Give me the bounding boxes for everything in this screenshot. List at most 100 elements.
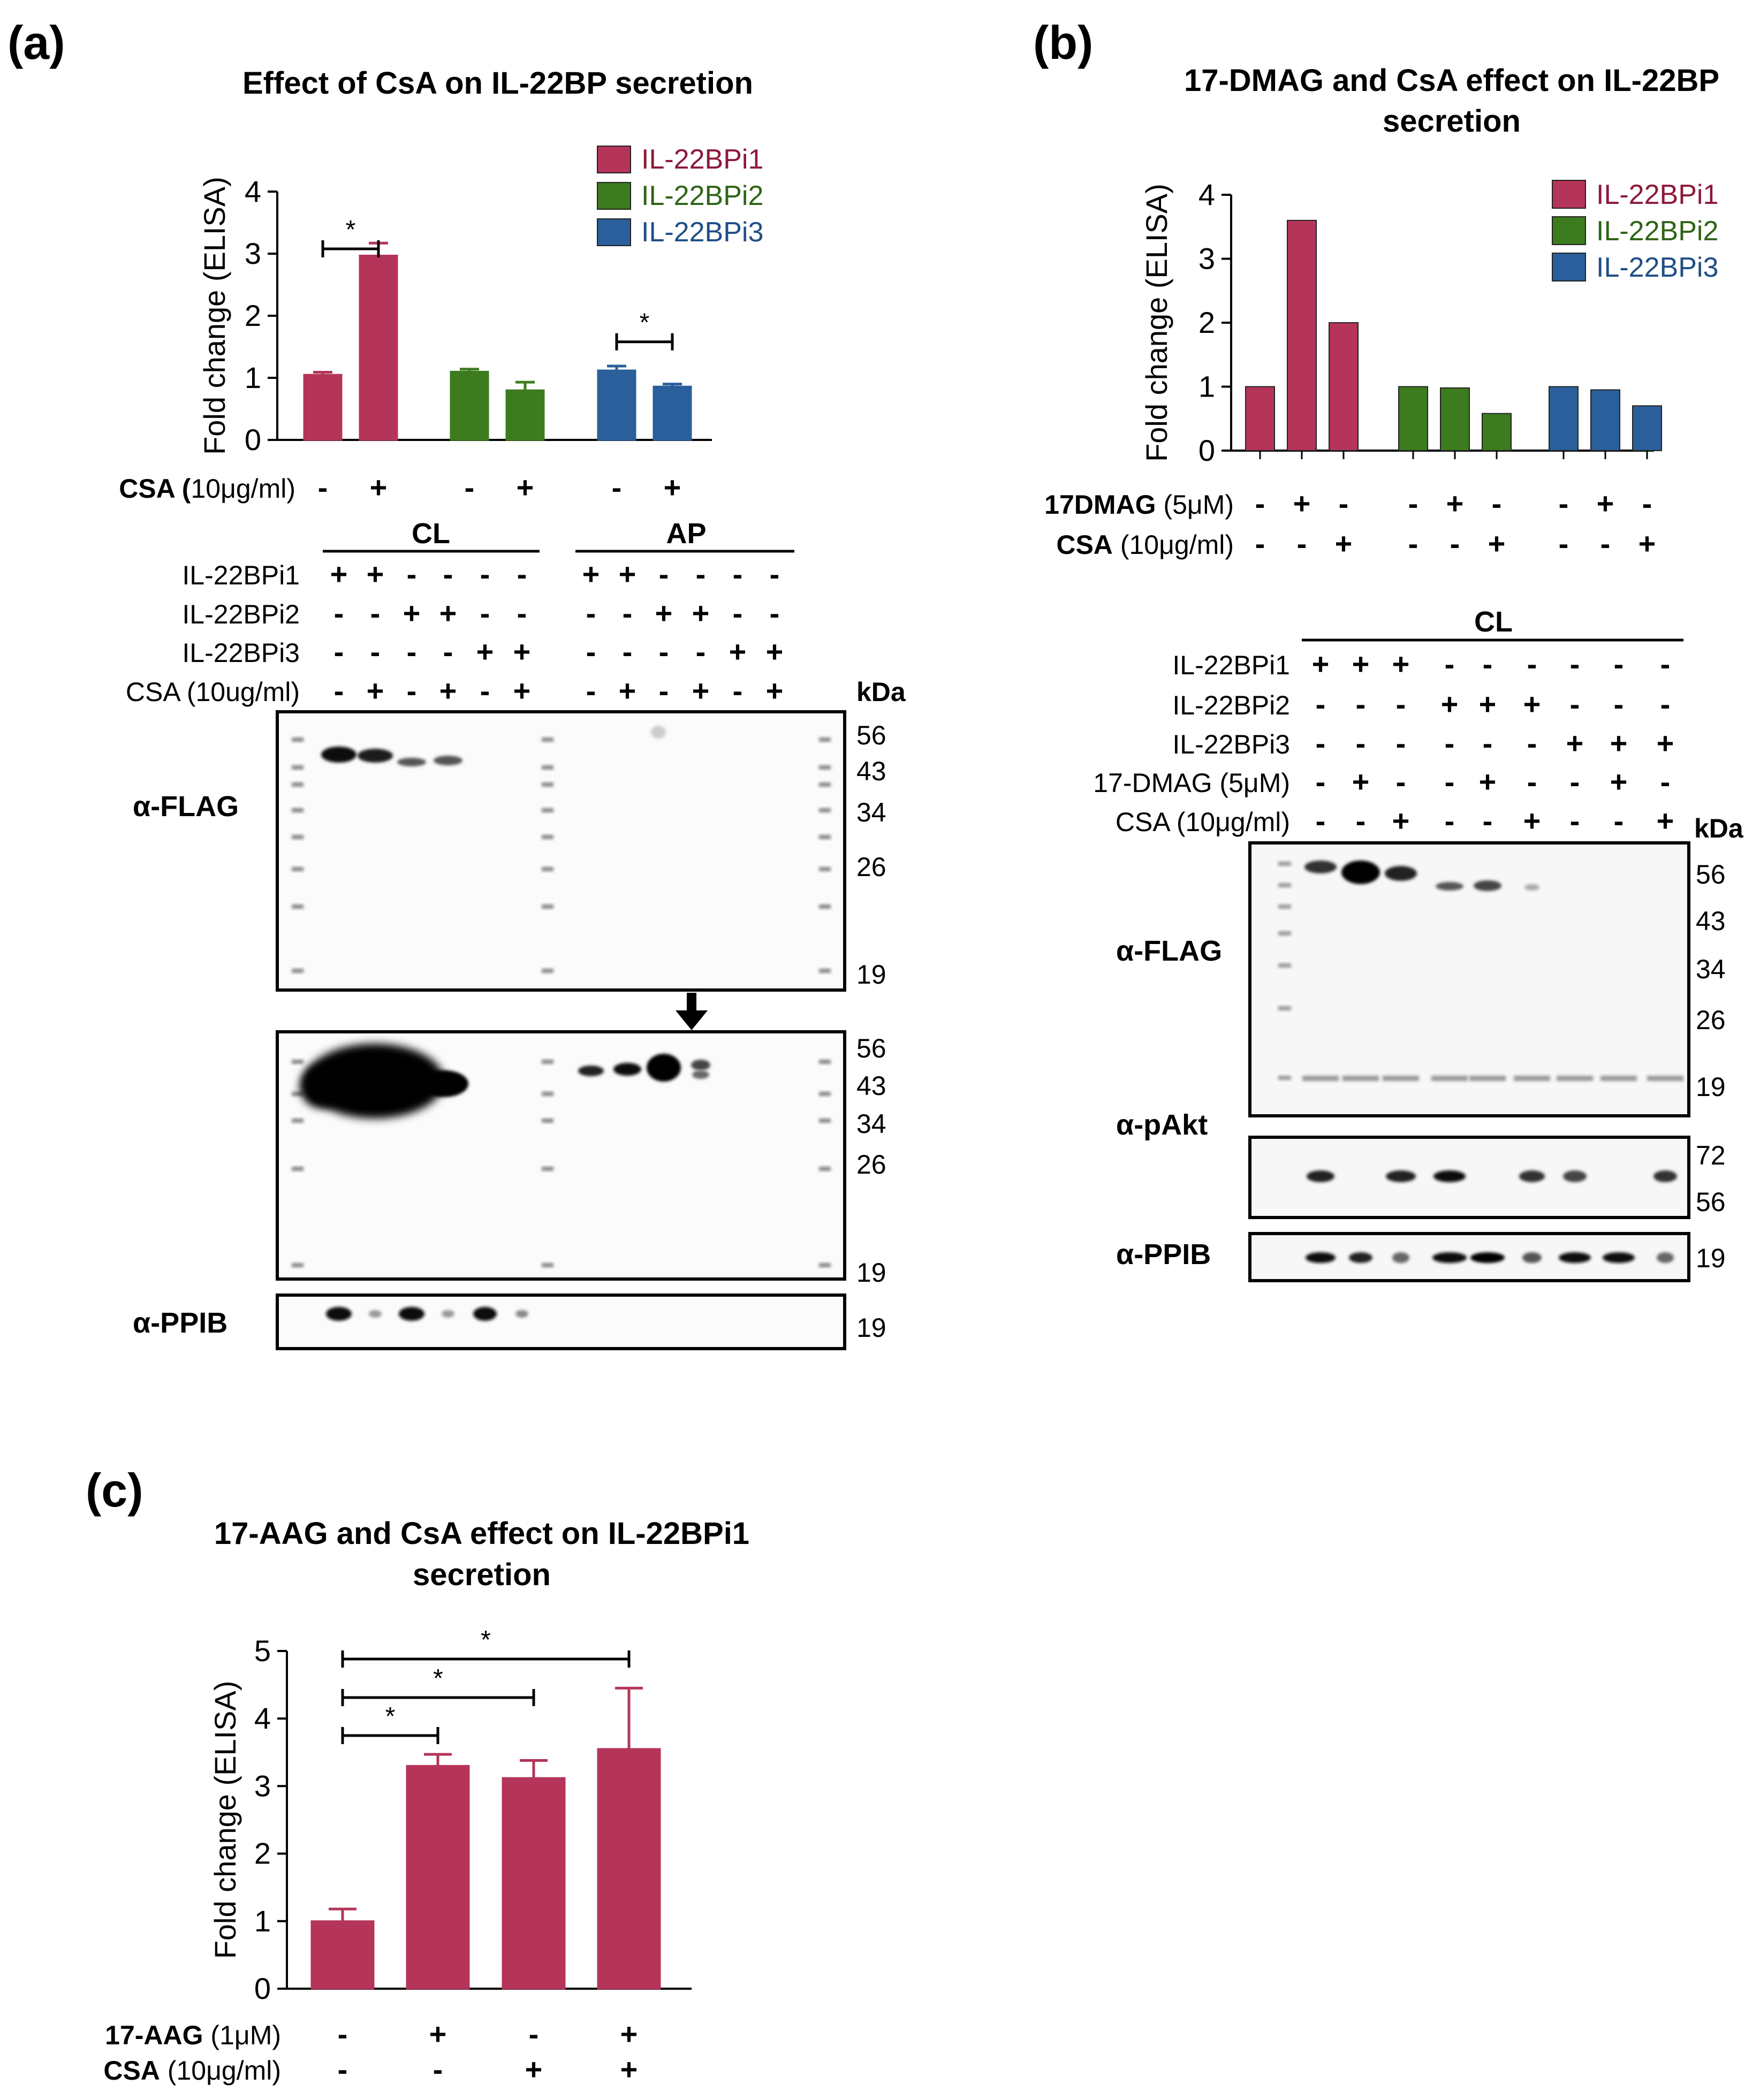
blot-a-band bbox=[369, 1310, 382, 1318]
chart-b-condition-sign: - bbox=[1255, 486, 1265, 520]
blot-a-ladder-band bbox=[292, 1060, 304, 1064]
blot-b-antibody-label: α-PPIB bbox=[1116, 1238, 1211, 1270]
chart-a-ylabel: Fold change (ELISA) bbox=[198, 177, 231, 455]
blot-a-row-label: IL-22BPi3 bbox=[182, 638, 300, 668]
blot-a-ladder-band bbox=[292, 765, 304, 770]
blot-a-row-sign: - bbox=[407, 635, 417, 668]
chart-b-condition-sign: - bbox=[1255, 527, 1265, 560]
blot-a-kda-marker: 26 bbox=[856, 1150, 886, 1180]
blot-b-band bbox=[1470, 1252, 1505, 1263]
blot-a-ladder-band bbox=[542, 835, 553, 839]
blot-a-kda-marker: 26 bbox=[856, 852, 886, 882]
chart-a-legend-swatch bbox=[597, 182, 631, 210]
chart-c-condition-sign: - bbox=[529, 2017, 539, 2051]
chart-a-sig-label: * bbox=[346, 216, 356, 244]
blot-a-ladder-band bbox=[819, 904, 831, 909]
blot-a-row-sign: - bbox=[733, 596, 743, 630]
blot-a-ladder-band bbox=[542, 808, 553, 812]
blot-b-row-sign: + bbox=[1352, 647, 1370, 681]
blot-a-row-sign: - bbox=[659, 635, 669, 668]
blot-b-kda-marker: 26 bbox=[1696, 1005, 1726, 1035]
blot-b-band bbox=[1302, 1076, 1339, 1081]
blot-b-ladder-band bbox=[1278, 883, 1291, 887]
blot-a-kda-marker: 34 bbox=[856, 797, 886, 827]
blot-a-ladder-band bbox=[292, 1167, 304, 1171]
chart-a-condition-label: CSA (10μg/ml) bbox=[119, 474, 295, 504]
blot-a-ladder-band bbox=[819, 1167, 831, 1171]
blot-a-ladder-band bbox=[819, 782, 831, 787]
blot-a-row-sign: + bbox=[766, 674, 784, 707]
chart-b-title-line-1: 17-DMAG and CsA effect on IL-22BP bbox=[1184, 63, 1719, 98]
blot-b-kda-marker: 56 bbox=[1696, 1187, 1726, 1217]
chart-c-condition-sign: - bbox=[433, 2052, 443, 2086]
blot-a-row-sign: - bbox=[480, 674, 490, 707]
blot-b-row-sign: - bbox=[1356, 804, 1366, 838]
blot-a-band bbox=[578, 1066, 604, 1076]
blot-a-ladder-band bbox=[542, 765, 553, 770]
chart-c-condition-sign: + bbox=[620, 2017, 638, 2051]
chart-b-condition-sign: + bbox=[1488, 527, 1506, 560]
chart-b-condition-sign: - bbox=[1492, 486, 1502, 520]
blot-b-band bbox=[1559, 1252, 1591, 1263]
blot-a-kda-marker: 56 bbox=[856, 1033, 886, 1063]
chart-b-condition-sign: + bbox=[1335, 527, 1353, 560]
blot-b-kda-marker: 34 bbox=[1696, 954, 1726, 984]
blot-a-ladder-band bbox=[542, 782, 553, 787]
blot-b-row-sign: - bbox=[1445, 765, 1455, 798]
blot-b-row-sign: - bbox=[1445, 726, 1455, 760]
chart-b-condition-sign: - bbox=[1600, 527, 1611, 560]
blot-b-row-sign: + bbox=[1566, 726, 1584, 760]
blot-a-ladder-band bbox=[819, 765, 831, 770]
chart-a-conditions: CSA (10μg/ml) - + - + - + bbox=[119, 470, 681, 504]
blot-b-kda-header: kDa bbox=[1694, 813, 1744, 843]
chart-a-ytick-label: 3 bbox=[245, 237, 261, 270]
blot-b-band bbox=[1341, 861, 1380, 884]
blot-b-ladder-band bbox=[1278, 862, 1291, 866]
blot-b-row-sign: + bbox=[1610, 726, 1628, 760]
blot-b-band bbox=[1431, 1076, 1468, 1081]
chart-c-ytick-label: 5 bbox=[254, 1634, 271, 1668]
blot-a-row-sign: - bbox=[733, 674, 743, 707]
blot-a-ladder-band bbox=[819, 737, 831, 742]
blot-b-row-sign: - bbox=[1614, 647, 1624, 681]
chart-a-bar bbox=[359, 254, 398, 441]
blot-b-band bbox=[1392, 1252, 1409, 1263]
blot-b-row-sign: + bbox=[1441, 687, 1459, 721]
blot-a-row-sign: - bbox=[623, 596, 633, 630]
blot-a-ladder-band bbox=[542, 1060, 553, 1064]
blot-a-row-sign: - bbox=[517, 557, 527, 591]
blot-b-row-sign: - bbox=[1660, 687, 1671, 721]
blot-a-ladder-band bbox=[292, 867, 304, 871]
blot-a-ladder-band bbox=[819, 808, 831, 812]
blot-b-band bbox=[1514, 1076, 1550, 1081]
blot-b-band bbox=[1433, 1170, 1466, 1182]
chart-b-condition-sign: + bbox=[1638, 527, 1656, 560]
blot-b-row-sign: - bbox=[1445, 647, 1455, 681]
blot-a-row-sign: - bbox=[480, 557, 490, 591]
blot-a-band bbox=[647, 1054, 681, 1082]
chart-b-conditions: 17DMAG (5μM) - + - - + - - + -CSA (10μg/ml) - - + - - +… bbox=[1044, 486, 1656, 560]
chart-b-legend-label: IL-22BPi2 bbox=[1596, 216, 1718, 247]
blot-a-ladder-band bbox=[542, 1167, 553, 1171]
blot-a-band bbox=[358, 749, 393, 763]
blot-b-band bbox=[1383, 1076, 1419, 1081]
blot-a-band bbox=[399, 1307, 424, 1321]
chart-b-condition-sign: - bbox=[1559, 527, 1569, 560]
blot-a-row-sign: + bbox=[766, 635, 784, 668]
chart-c-condition-sign: - bbox=[338, 2052, 348, 2086]
blot-b-band bbox=[1304, 861, 1337, 873]
chart-b-condition-sign: + bbox=[1293, 486, 1311, 520]
blot-a-ladder-band bbox=[292, 1092, 304, 1096]
blot-a-row-sign: - bbox=[733, 557, 743, 591]
blot-b-row-sign: - bbox=[1396, 687, 1406, 721]
chart-a-ytick-label: 1 bbox=[245, 361, 261, 394]
blot-b-band bbox=[1653, 1170, 1677, 1182]
chart-b-bar bbox=[1287, 219, 1317, 451]
chart-c-ytick-label: 4 bbox=[254, 1701, 271, 1735]
blot-a-row-sign: + bbox=[330, 557, 348, 591]
chart-b-ytick-label: 0 bbox=[1198, 433, 1215, 467]
blot-a-row-sign: - bbox=[696, 557, 706, 591]
blot-a-row-sign: + bbox=[692, 674, 710, 707]
blot-b-row-sign: - bbox=[1356, 726, 1366, 760]
blot-a-antibody-label: α-FLAG bbox=[133, 790, 239, 823]
